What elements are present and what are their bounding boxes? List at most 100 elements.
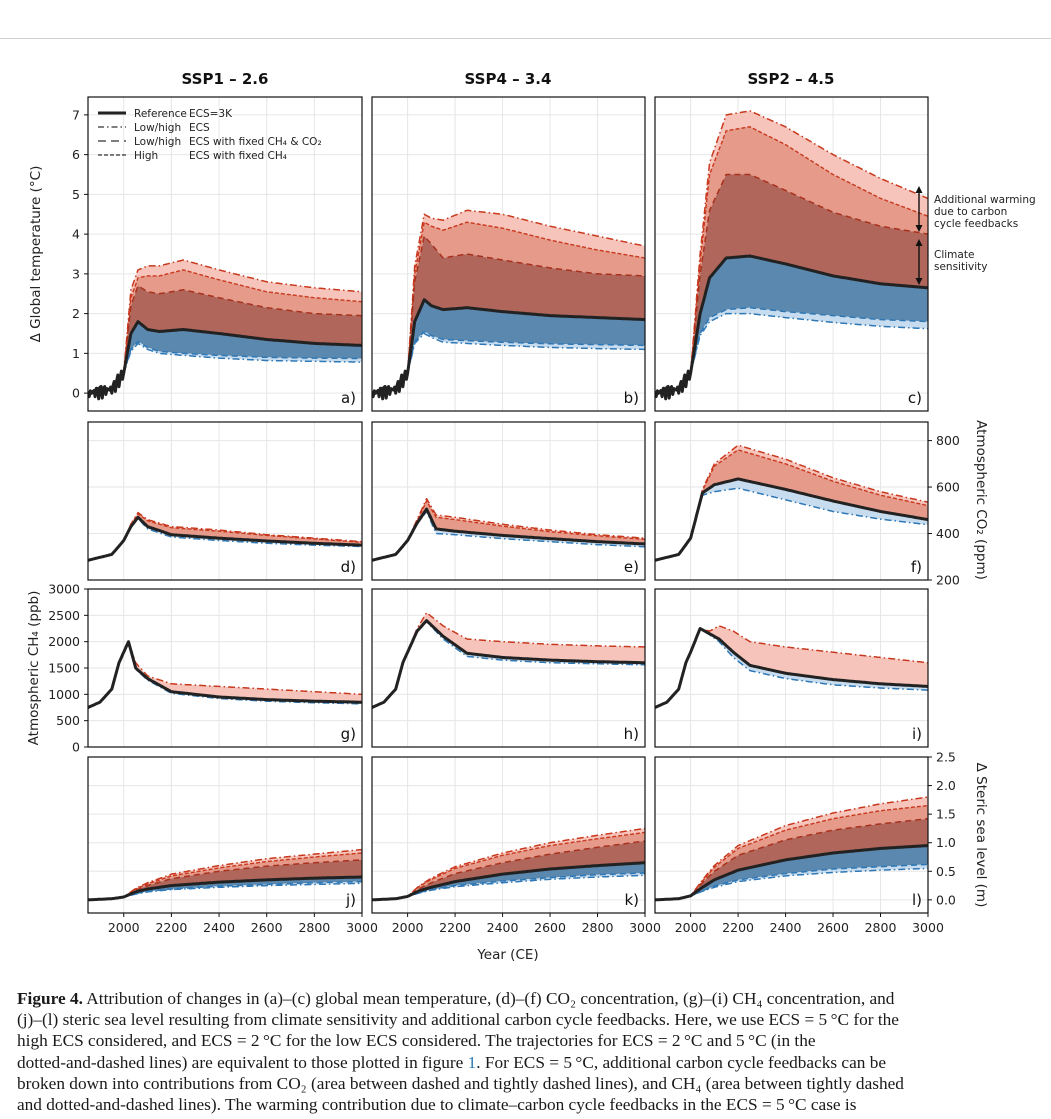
- annotation-carbon-line-2: due to carbon: [934, 206, 1007, 218]
- ylabel-temperature: Δ Global temperature (°C): [28, 166, 44, 343]
- line-high-ecs: [655, 625, 928, 709]
- line-low-ecs-fixed: [655, 863, 928, 901]
- panel-frame: [371, 588, 646, 748]
- y-tick-label: 4: [72, 227, 80, 242]
- legend-label-b-low-high-ecs: ECS: [189, 122, 210, 134]
- panel-label: k): [624, 891, 639, 909]
- annotation-carbon-line-1: Additional warming: [934, 194, 1036, 206]
- line-high-ecs-fixed-ch4-co2: [655, 817, 928, 901]
- legend-label-a-low-high-ecs: Low/high: [134, 122, 181, 134]
- annotation-arrows: [915, 186, 923, 285]
- line-high-ecs: [655, 796, 928, 901]
- column-title-ssp1: SSP1 – 2.6: [182, 70, 269, 88]
- panel-frame: [654, 756, 929, 914]
- caption-line-4: dotted-and-dashed lines) are equivalent …: [17, 1052, 1051, 1073]
- line-low-ecs: [88, 342, 362, 400]
- y-tick-label: 200: [936, 573, 960, 588]
- caption-line-5: broken down into contributions from CO₂ …: [17, 1073, 904, 1093]
- line-reference-ecs: [372, 861, 645, 902]
- x-tick-label: 2000: [108, 920, 140, 935]
- line-high-ecs: [372, 497, 645, 562]
- y-tick-label: 2: [72, 306, 80, 321]
- x-tick-label: 2400: [487, 920, 519, 935]
- line-high-ecs-fixed-ch4: [655, 804, 928, 901]
- caption-line-3: high ECS considered, and ECS = 2 °C for …: [17, 1031, 816, 1051]
- x-tick-label: 2400: [770, 920, 802, 935]
- plot-area: [372, 422, 645, 580]
- y-tick-label: 1.5: [936, 807, 956, 822]
- y-tick-label: 1000: [48, 687, 80, 702]
- line-high-ecs-fixed-ch4-co2: [655, 173, 928, 400]
- x-tick-label: 3000: [346, 920, 378, 935]
- band-high-feedback: [88, 641, 362, 708]
- caption-line-6: and dotted-and-dashed lines). The warmin…: [17, 1095, 857, 1115]
- ylabel-co2: Atmospheric CO₂ (ppm): [973, 420, 989, 580]
- arrowhead-up-climate: [915, 239, 923, 246]
- caption-line-2: (j)–(l) steric sea level resulting from …: [17, 1010, 899, 1030]
- legend-label-a-fixed-ch4: High: [134, 150, 158, 162]
- x-tick-label: 2600: [251, 920, 283, 935]
- panel-label: c): [908, 389, 922, 407]
- x-tick-label: 2200: [439, 920, 471, 935]
- panel-frame: [87, 96, 363, 412]
- panel-frame: [654, 588, 929, 748]
- line-reference-ecs: [372, 507, 645, 562]
- band-low-climate-sensitivity: [88, 877, 362, 900]
- line-high-ecs: [372, 209, 645, 400]
- y-tick-label: 2000: [48, 634, 80, 649]
- band-ch4-feedback: [655, 110, 928, 399]
- figure-reference-link[interactable]: 1: [467, 1052, 477, 1072]
- caption-text-4: dotted-and-dashed lines) are equivalent …: [17, 1052, 468, 1072]
- plot-area: [88, 422, 362, 580]
- band-low-climate-sensitivity: [372, 862, 645, 900]
- line-reference-ecs: [88, 875, 362, 902]
- caption-text-4b: . For ECS = 5 °C, additional carbon cycl…: [476, 1052, 887, 1072]
- series-group: [655, 625, 928, 709]
- panel-label: d): [341, 558, 356, 576]
- series-group: [372, 497, 645, 562]
- line-low-ecs: [88, 882, 362, 901]
- legend-label-b-reference: ECS=3K: [189, 108, 233, 120]
- line-low-ecs: [655, 627, 928, 709]
- y-tick-label: 2.5: [936, 750, 956, 765]
- x-tick-label: 2000: [392, 920, 424, 935]
- panel-label: e): [624, 558, 639, 576]
- line-high-ecs: [88, 511, 362, 562]
- band-ch4-feedback: [372, 828, 645, 900]
- line-high-ecs-fixed-ch4: [655, 126, 928, 400]
- x-tick-label: 2600: [534, 920, 566, 935]
- legend: Reference ECS=3K Low/high ECS Low/high E…: [98, 108, 322, 162]
- annotation-carbon-line-3: cycle feedbacks: [934, 218, 1018, 230]
- line-reference-ecs: [655, 254, 928, 401]
- panel-label: g): [341, 725, 356, 743]
- column-title-ssp2: SSP2 – 4.5: [748, 70, 835, 88]
- y-tick-label: 7: [72, 107, 80, 122]
- panel-h: h): [371, 588, 646, 748]
- line-high-ecs-fixed-ch4: [88, 852, 362, 901]
- legend-label-a-reference: Reference: [134, 108, 187, 120]
- arrowhead-down-climate: [915, 278, 923, 285]
- panel-d: d): [87, 421, 363, 581]
- arrowhead-up-carbon: [915, 186, 923, 193]
- line-low-ecs-fixed: [88, 340, 362, 400]
- panel-frame: [371, 96, 646, 412]
- y-tick-label: 800: [936, 433, 960, 448]
- line-high-ecs-fixed-ch4: [88, 269, 362, 400]
- band-low-climate-sensitivity: [372, 299, 645, 399]
- y-tick-label: 1500: [48, 661, 80, 676]
- caption-label: Figure 4.: [17, 989, 83, 1008]
- y-tick-label: 3000: [48, 582, 80, 597]
- figure-caption: Figure 4. Attribution of changes in (a)–…: [17, 988, 1051, 1115]
- band-low-climate-sensitivity: [655, 256, 928, 399]
- line-low-ecs: [655, 867, 928, 901]
- page-header-bar: [0, 0, 1051, 39]
- xlabel-year: Year (CE): [476, 947, 538, 963]
- panel-frame: [371, 421, 646, 581]
- panel-a: a) 0 1 2 3 4 5 6 7: [72, 96, 363, 412]
- line-high-ecs-fixed-ch4-co2: [372, 840, 645, 901]
- legend-label-b-fixed-ch4-co2: ECS with fixed CH₄ & CO₂: [189, 136, 322, 148]
- caption-text-1: Attribution of changes in (a)–(c) global…: [82, 989, 895, 1008]
- column-title-ssp4: SSP4 – 3.4: [465, 70, 552, 88]
- x-tick-label: 2000: [675, 920, 707, 935]
- y-tick-label: 2.0: [936, 778, 956, 793]
